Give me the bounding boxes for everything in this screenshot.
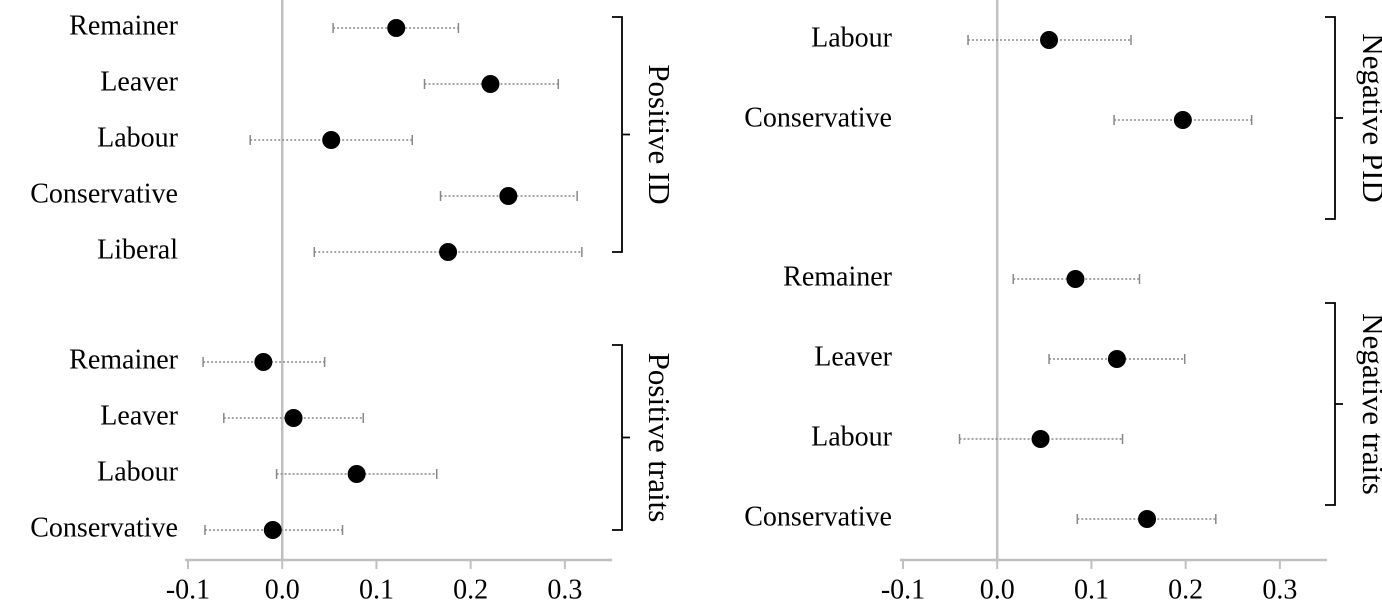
- category-label: Leaver: [814, 341, 892, 372]
- group-label: Positive traits: [642, 353, 677, 523]
- group-bracket: [612, 344, 630, 531]
- point: [1031, 430, 1050, 448]
- point: [1040, 31, 1059, 49]
- category-label: Labour: [811, 22, 893, 53]
- point: [322, 131, 341, 149]
- point: [1107, 350, 1126, 368]
- x-tick-label: 0.3: [547, 574, 582, 605]
- point: [481, 75, 500, 93]
- point: [254, 353, 273, 371]
- category-label: Labour: [811, 421, 893, 452]
- x-tick-label: 0.2: [1168, 574, 1203, 605]
- group-bracket: [612, 16, 630, 253]
- point: [439, 243, 458, 261]
- category-label: Labour: [97, 122, 179, 153]
- point: [499, 187, 518, 205]
- category-label: Conservative: [30, 178, 178, 209]
- point: [1138, 510, 1157, 528]
- group-bracket: [1325, 16, 1343, 220]
- x-tick-label: 0.1: [359, 574, 394, 605]
- category-label: Remainer: [69, 344, 179, 375]
- point: [347, 465, 366, 483]
- category-label: Labour: [97, 456, 179, 487]
- x-tick-label: 0.2: [453, 574, 488, 605]
- category-label: Remainer: [783, 261, 893, 292]
- point: [1066, 270, 1085, 288]
- category-label: Liberal: [97, 234, 178, 265]
- group-bracket: [1325, 302, 1343, 506]
- x-tick-label: 0.1: [1074, 574, 1109, 605]
- point: [1173, 111, 1192, 129]
- category-label: Leaver: [100, 400, 178, 431]
- category-label: Remainer: [69, 10, 179, 41]
- category-label: Conservative: [30, 512, 178, 543]
- category-label: Conservative: [744, 102, 892, 133]
- point: [284, 409, 303, 427]
- point: [263, 521, 282, 539]
- x-tick-label: 0.0: [980, 574, 1015, 605]
- category-label: Conservative: [744, 501, 892, 532]
- x-tick-label: -0.1: [881, 574, 925, 605]
- point: [387, 19, 406, 37]
- group-label: Negative PID: [1356, 33, 1382, 203]
- category-label: Leaver: [100, 66, 178, 97]
- group-label: Negative traits: [1356, 313, 1382, 495]
- x-tick-label: 0.3: [1262, 574, 1297, 605]
- group-label: Positive ID: [642, 64, 677, 204]
- x-tick-label: 0.0: [265, 574, 300, 605]
- x-tick-label: -0.1: [166, 574, 210, 605]
